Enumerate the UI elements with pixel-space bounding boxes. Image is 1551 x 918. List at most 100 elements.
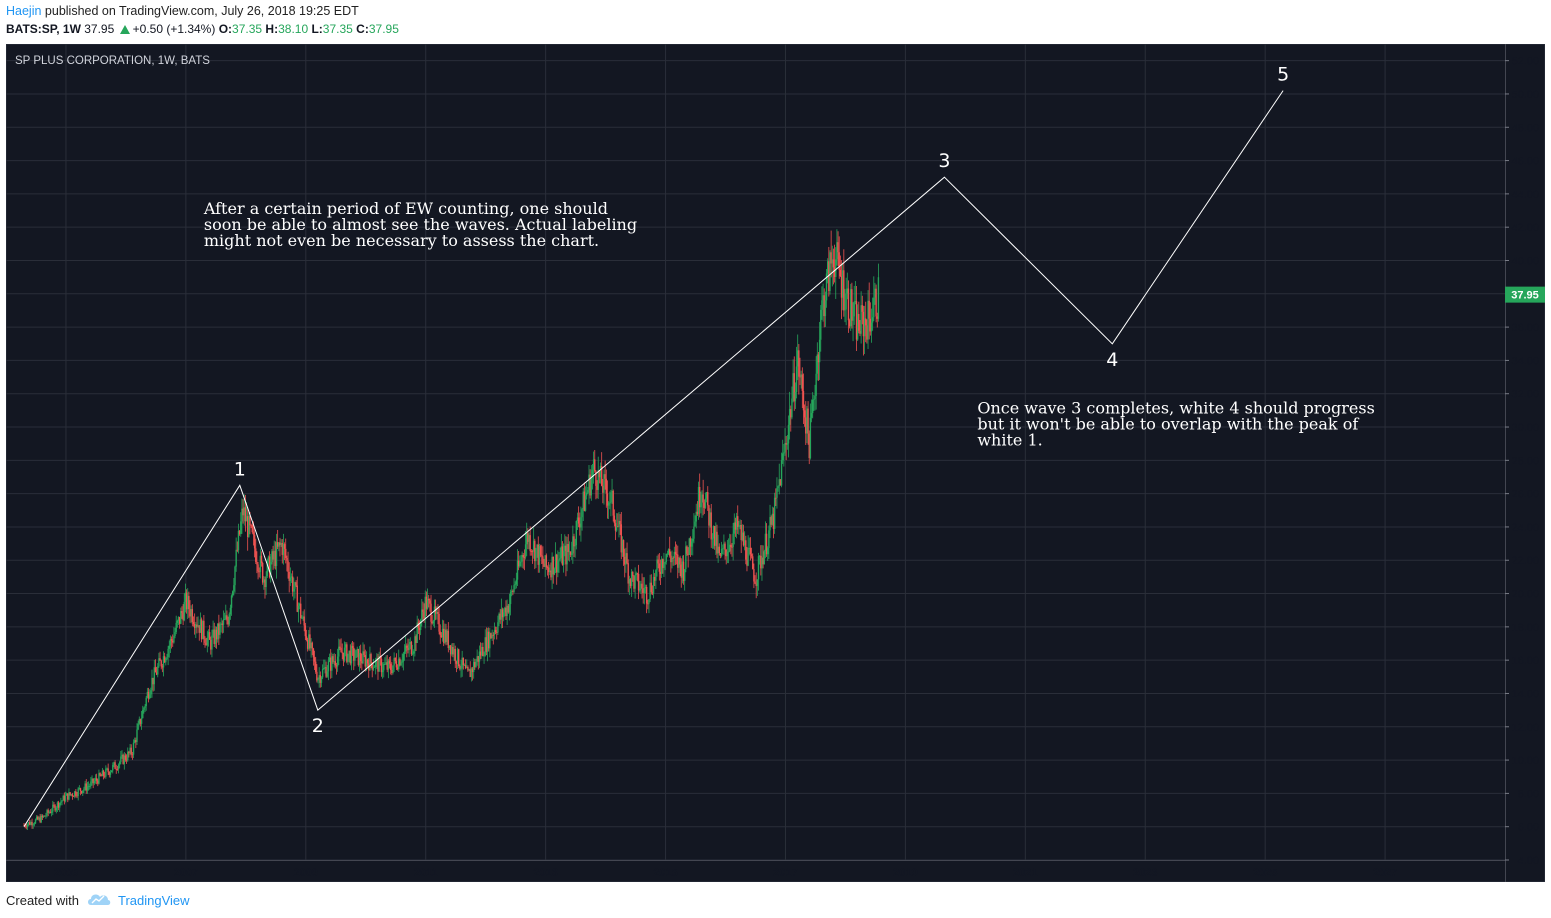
candle-body [25, 826, 27, 828]
last-price-label: 37.95 [1511, 290, 1539, 302]
candle-body [169, 638, 172, 646]
candle-body [343, 647, 346, 661]
tradingview-link[interactable]: TradingView [118, 893, 190, 908]
candle-body [338, 646, 340, 657]
candle-body [730, 544, 732, 548]
candle-body [177, 616, 180, 621]
candle-body [336, 656, 339, 667]
candle-body [257, 564, 259, 572]
candle-body [108, 772, 111, 775]
candle-body [677, 554, 679, 568]
candle-body [594, 459, 596, 472]
candle-body [200, 619, 203, 640]
candle-body [354, 657, 356, 661]
candle-body [684, 569, 686, 581]
candle-body [62, 795, 64, 801]
candle-body [514, 584, 516, 586]
y-tick-label: 6.00 [1518, 822, 1539, 834]
candle-body [300, 603, 302, 619]
candle-body [306, 639, 309, 649]
candle-body [704, 498, 707, 508]
low-label: L: [311, 22, 323, 36]
candle-body [825, 273, 828, 301]
candle-body [786, 443, 789, 445]
candle-body [236, 549, 239, 551]
candle-body [727, 551, 730, 553]
candle-body [172, 640, 174, 643]
candle-body [298, 603, 301, 606]
candle-body [572, 536, 574, 554]
candle-body [746, 559, 748, 566]
candle-body [346, 644, 348, 662]
candle-body [235, 549, 237, 567]
candle-body [293, 588, 295, 592]
candle-body [570, 553, 573, 555]
candle-body [673, 551, 676, 559]
candle-body [85, 783, 87, 791]
candle-body [814, 395, 816, 400]
price-chart[interactable]: 1 2 3 4 5 After a certain period of EW count… [5, 43, 1546, 883]
candle-body [641, 583, 643, 589]
candle-body [39, 817, 41, 823]
candle-body [92, 778, 94, 784]
candle-body [456, 649, 459, 664]
candle-body [191, 609, 194, 623]
candle-body [418, 627, 421, 631]
candle-body [490, 633, 492, 639]
candle-body [647, 603, 649, 605]
candle-body [115, 768, 117, 770]
candle-body [764, 533, 767, 552]
candle-body [560, 546, 563, 559]
candle-body [605, 478, 607, 494]
candle-body [865, 318, 867, 326]
candle-body [558, 559, 560, 561]
candle-body [408, 644, 410, 651]
candle-body [437, 611, 439, 614]
candle-body [361, 661, 363, 664]
candle-body [396, 667, 399, 670]
candle-body [846, 288, 848, 294]
candle-body [715, 531, 717, 546]
y-tick-label: 10.00 [1511, 755, 1539, 767]
candle-body [27, 822, 30, 825]
candle-body [173, 635, 175, 643]
candle-body [452, 647, 454, 655]
candle-body [170, 638, 173, 641]
candle-body [709, 512, 711, 526]
chart-area[interactable]: 1 2 3 4 5 After a certain period of EW count… [5, 43, 1546, 883]
candle-body [250, 525, 252, 526]
candle-body [810, 413, 813, 418]
candle-body [526, 533, 528, 545]
candle-body [871, 317, 874, 323]
candle-body [811, 399, 814, 414]
candle-body [59, 802, 61, 808]
candle-body [725, 549, 727, 557]
candle-body [760, 555, 762, 569]
last-price-tag: 37.95 [1505, 286, 1545, 303]
candle-body [544, 555, 546, 567]
candle-body [470, 668, 473, 678]
candle-body [221, 623, 224, 625]
candle-body [708, 505, 710, 526]
candle-body [783, 452, 785, 454]
candle-body [546, 567, 549, 569]
candle-body [771, 513, 774, 525]
candle-body [71, 794, 74, 797]
candle-body [127, 751, 129, 761]
author-link[interactable]: Haejin [6, 4, 42, 18]
candle-body [187, 595, 189, 610]
candle-body [159, 658, 161, 661]
candle-body [439, 631, 441, 636]
candle-body [690, 541, 693, 547]
candle-body [240, 521, 242, 535]
candle-body [816, 354, 819, 374]
candle-body [821, 300, 823, 310]
candle-body [318, 675, 320, 680]
candle-body [308, 634, 310, 649]
candle-body [545, 555, 548, 568]
candle-body [551, 556, 553, 578]
candle-body [467, 666, 469, 671]
high-label: H: [265, 22, 279, 36]
candle-body [176, 620, 179, 623]
publish-info: Haejin published on TradingView.com, Jul… [6, 4, 359, 18]
